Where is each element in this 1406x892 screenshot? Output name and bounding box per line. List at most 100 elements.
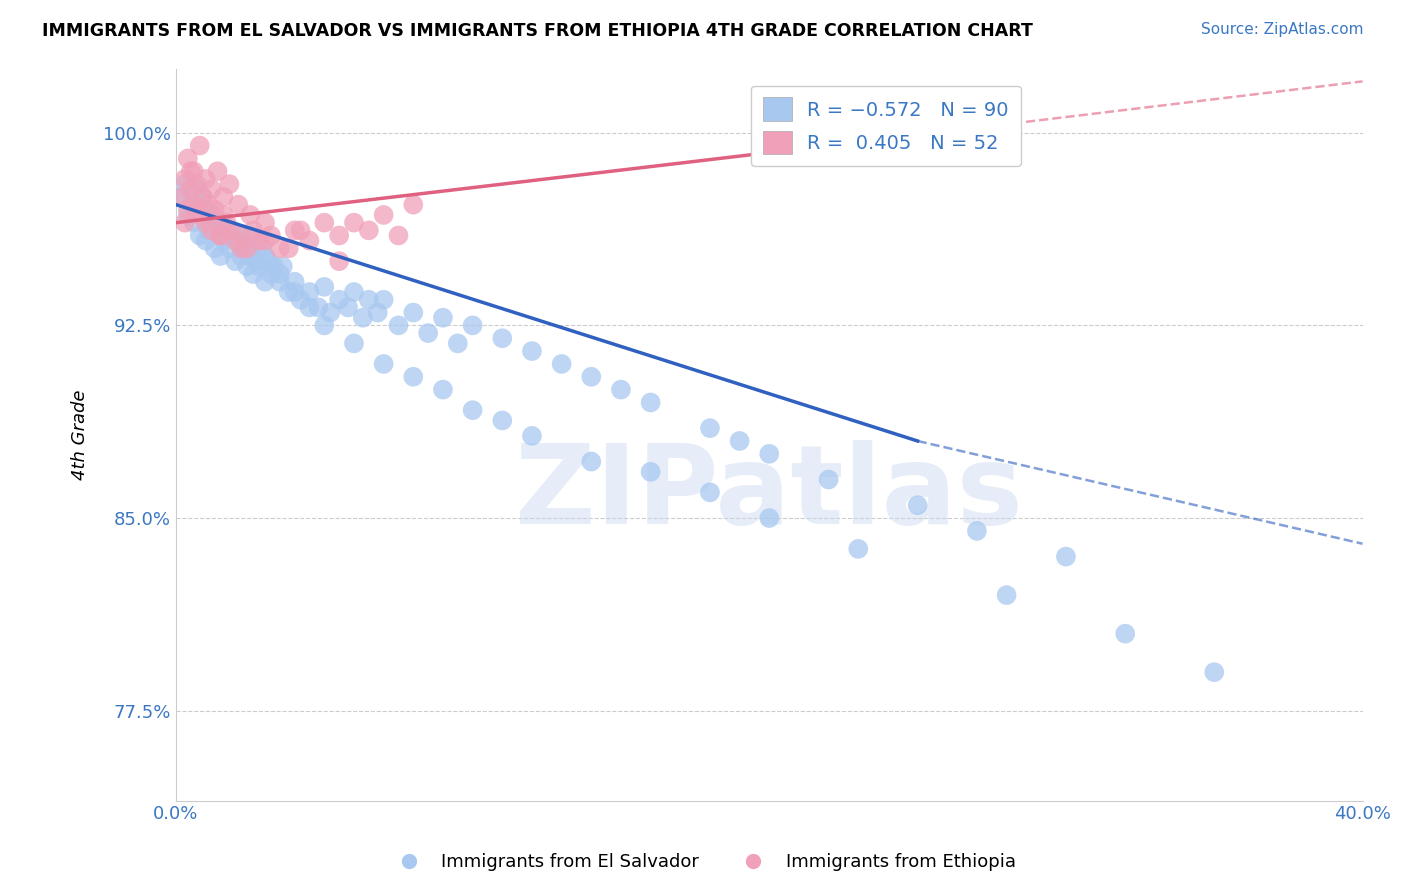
Point bbox=[277, 285, 299, 299]
Point bbox=[253, 249, 276, 263]
Point bbox=[352, 310, 374, 325]
Point bbox=[253, 234, 276, 248]
Point bbox=[290, 293, 312, 307]
Point bbox=[271, 260, 294, 274]
Point bbox=[212, 208, 235, 222]
Point bbox=[188, 138, 211, 153]
Point bbox=[284, 223, 307, 237]
Point bbox=[966, 524, 988, 538]
Point bbox=[367, 305, 389, 319]
Point bbox=[373, 293, 395, 307]
Point bbox=[170, 190, 193, 204]
Point bbox=[239, 228, 262, 243]
Point bbox=[581, 454, 603, 468]
Point bbox=[269, 275, 291, 289]
Point bbox=[239, 208, 262, 222]
Point bbox=[253, 216, 276, 230]
Point bbox=[209, 249, 232, 263]
Point bbox=[194, 172, 217, 186]
Point bbox=[194, 216, 217, 230]
Point bbox=[253, 275, 276, 289]
Point bbox=[177, 202, 200, 217]
Point bbox=[247, 234, 270, 248]
Point bbox=[174, 216, 197, 230]
Point bbox=[200, 208, 222, 222]
Point bbox=[817, 473, 839, 487]
Point bbox=[290, 223, 312, 237]
Point bbox=[284, 275, 307, 289]
Point bbox=[461, 403, 484, 417]
Point bbox=[343, 336, 366, 351]
Point bbox=[373, 357, 395, 371]
Point bbox=[218, 177, 240, 191]
Point bbox=[387, 228, 409, 243]
Point bbox=[191, 190, 214, 204]
Text: Source: ZipAtlas.com: Source: ZipAtlas.com bbox=[1201, 22, 1364, 37]
Point bbox=[640, 465, 662, 479]
Point bbox=[231, 228, 253, 243]
Point bbox=[194, 202, 217, 217]
Point bbox=[257, 254, 280, 268]
Point bbox=[520, 344, 543, 359]
Point bbox=[236, 241, 259, 255]
Point bbox=[277, 241, 299, 255]
Point bbox=[183, 164, 205, 178]
Point bbox=[298, 285, 321, 299]
Point bbox=[183, 197, 205, 211]
Point bbox=[699, 485, 721, 500]
Point bbox=[402, 305, 425, 319]
Point bbox=[215, 216, 238, 230]
Point bbox=[314, 280, 336, 294]
Point bbox=[170, 190, 193, 204]
Point bbox=[236, 260, 259, 274]
Point bbox=[314, 216, 336, 230]
Point bbox=[231, 249, 253, 263]
Point bbox=[846, 541, 869, 556]
Point bbox=[218, 241, 240, 255]
Point bbox=[402, 197, 425, 211]
Point bbox=[260, 267, 283, 281]
Point bbox=[247, 260, 270, 274]
Point bbox=[226, 234, 249, 248]
Legend: R = −0.572   N = 90, R =  0.405   N = 52: R = −0.572 N = 90, R = 0.405 N = 52 bbox=[751, 86, 1021, 166]
Point bbox=[491, 413, 513, 427]
Point bbox=[328, 293, 350, 307]
Point bbox=[328, 254, 350, 268]
Point bbox=[373, 208, 395, 222]
Point bbox=[758, 447, 780, 461]
Point bbox=[250, 241, 273, 255]
Point bbox=[212, 234, 235, 248]
Point bbox=[343, 216, 366, 230]
Point bbox=[207, 164, 229, 178]
Point bbox=[307, 301, 329, 315]
Point bbox=[699, 421, 721, 435]
Point bbox=[432, 383, 454, 397]
Point bbox=[197, 197, 219, 211]
Point bbox=[188, 228, 211, 243]
Point bbox=[337, 301, 360, 315]
Point bbox=[260, 228, 283, 243]
Point bbox=[343, 285, 366, 299]
Point bbox=[402, 369, 425, 384]
Point bbox=[550, 357, 572, 371]
Point bbox=[610, 383, 633, 397]
Point bbox=[207, 216, 229, 230]
Point bbox=[728, 434, 751, 448]
Point bbox=[180, 164, 202, 178]
Point bbox=[269, 241, 291, 255]
Point bbox=[209, 216, 232, 230]
Point bbox=[1114, 626, 1136, 640]
Point bbox=[180, 197, 202, 211]
Point bbox=[298, 301, 321, 315]
Point bbox=[186, 177, 208, 191]
Point bbox=[1204, 665, 1226, 680]
Point bbox=[215, 228, 238, 243]
Point bbox=[357, 293, 380, 307]
Point bbox=[328, 228, 350, 243]
Point bbox=[520, 429, 543, 443]
Point bbox=[212, 190, 235, 204]
Point bbox=[231, 241, 253, 255]
Point bbox=[200, 223, 222, 237]
Point bbox=[174, 172, 197, 186]
Point bbox=[447, 336, 470, 351]
